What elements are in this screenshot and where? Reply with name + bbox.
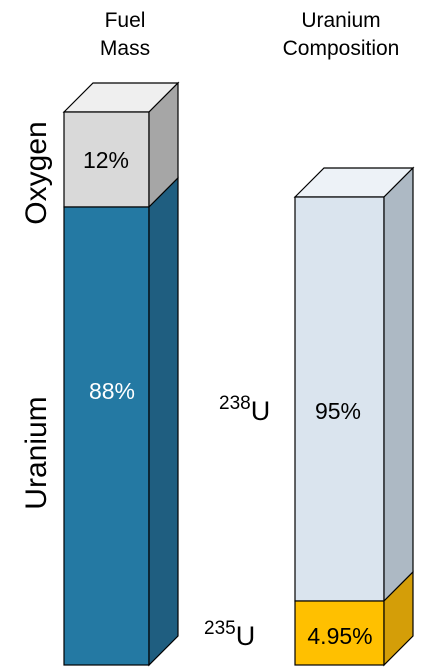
u238-symbol: U <box>251 396 271 426</box>
u238-percent-label: 95% <box>315 398 361 424</box>
u235-isotope-label: 235U <box>204 618 255 651</box>
u238-mass-number: 238 <box>219 393 251 414</box>
u238-side-face <box>383 166 414 603</box>
fuel-mass-header-line1: Fuel <box>105 9 146 32</box>
oxygen-front-face <box>63 111 150 208</box>
uranium-label: Uranium <box>20 396 53 509</box>
u238-isotope-label: 238U <box>219 393 270 426</box>
uranium-front-face <box>63 206 150 666</box>
uranium-composition-header-line1: Uranium <box>301 9 380 32</box>
u235-symbol: U <box>236 621 256 651</box>
oxygen-label: Oxygen <box>20 121 53 224</box>
fuel-mass-bar <box>62 81 180 667</box>
u235-percent-label: 4.95% <box>307 623 372 649</box>
fuel-mass-header-line2: Mass <box>100 37 150 60</box>
uranium-percent-label: 88% <box>89 378 135 404</box>
uranium-composition-bar <box>293 166 415 667</box>
u235-mass-number: 235 <box>204 618 236 639</box>
u235-front-face <box>294 600 385 666</box>
u235-side-face <box>383 570 414 667</box>
uranium-side-face <box>148 176 179 667</box>
uranium-composition-header-line2: Composition <box>283 37 400 60</box>
oxygen-percent-label: 12% <box>83 147 129 173</box>
